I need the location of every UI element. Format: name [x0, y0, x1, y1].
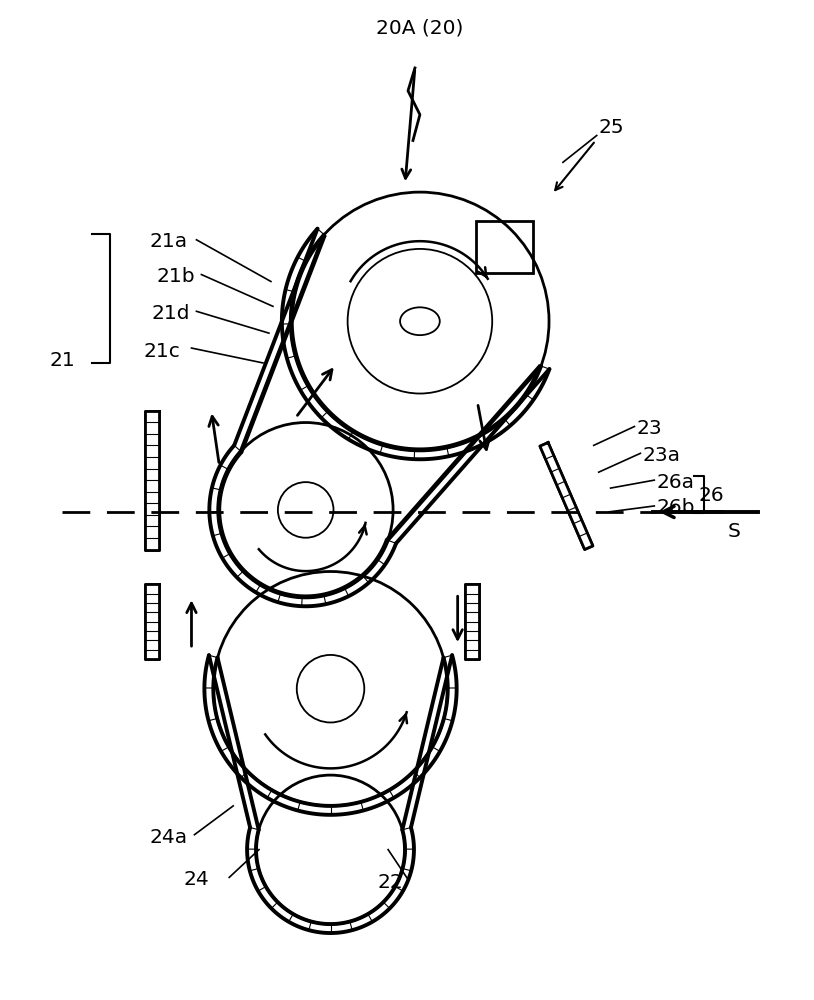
- Text: 21: 21: [50, 351, 75, 370]
- Text: 25: 25: [598, 118, 624, 137]
- Text: 23a: 23a: [642, 446, 681, 465]
- Text: 23: 23: [637, 419, 662, 438]
- Text: S: S: [728, 522, 741, 541]
- Bar: [475, 221, 533, 273]
- Text: 26a: 26a: [656, 473, 694, 492]
- Text: 22: 22: [377, 873, 403, 892]
- Polygon shape: [145, 584, 159, 659]
- Text: 21c: 21c: [144, 342, 181, 361]
- Text: 21d: 21d: [151, 304, 190, 323]
- Text: 24a: 24a: [150, 828, 188, 847]
- Polygon shape: [145, 411, 159, 550]
- Text: 24: 24: [184, 870, 209, 889]
- Text: 20A (20): 20A (20): [376, 19, 464, 38]
- Polygon shape: [540, 443, 593, 549]
- Text: 26: 26: [698, 486, 724, 505]
- Text: 21a: 21a: [150, 232, 188, 251]
- Text: 21b: 21b: [157, 267, 195, 286]
- Polygon shape: [465, 584, 479, 659]
- Text: 26b: 26b: [656, 498, 695, 517]
